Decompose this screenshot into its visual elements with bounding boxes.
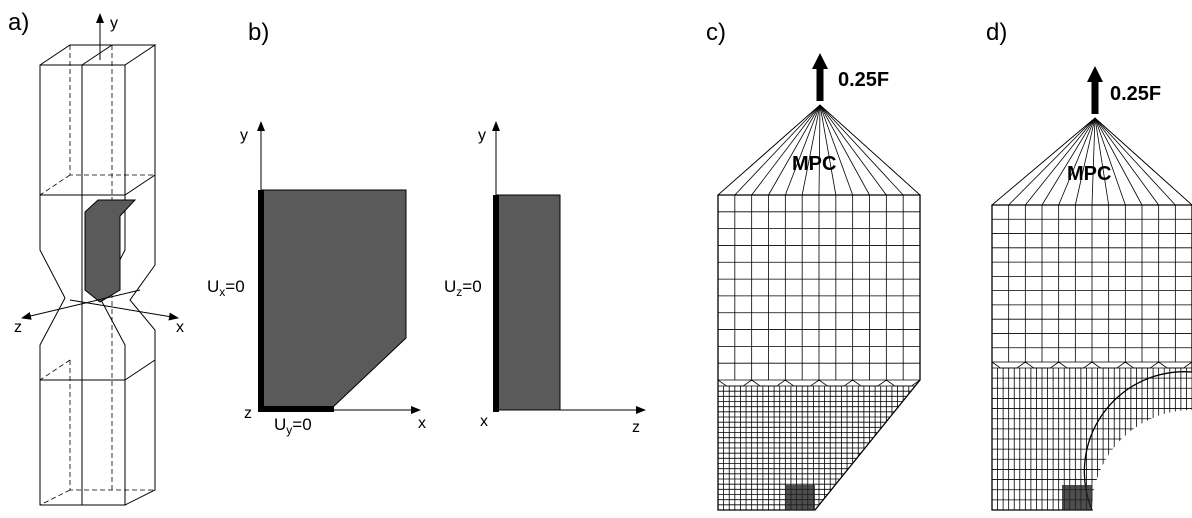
mesh-line [718,379,920,387]
mesh-line [818,104,821,196]
view-zy [492,121,646,414]
boundary-condition: Ux=0 [207,277,245,299]
mesh-line [768,104,821,196]
mesh-line [992,205,1192,510]
mesh-line [1062,485,1092,510]
mesh-line [819,104,837,196]
axis-label: x [418,415,426,432]
boundary-condition: Uy=0 [274,415,312,437]
mesh-line [751,104,821,196]
mesh-line [1094,117,1159,206]
mesh-line [1094,117,1126,206]
mesh-line [991,117,1192,206]
mesh-line [992,361,1192,369]
load-label: 0.25F [1110,83,1161,105]
view-xy [257,121,421,414]
mesh-line [717,194,921,511]
mesh-d [991,66,1192,511]
axis-label: y [240,127,248,144]
axis-label: z [632,419,640,436]
mesh-c [717,53,921,511]
mesh-line [819,104,887,196]
mesh-line [1094,117,1176,206]
panel-label: a) [8,9,29,36]
mesh-line [784,104,821,196]
mesh-line [717,104,921,196]
mesh-line [785,485,815,510]
mesh-line [819,104,904,196]
mesh-line [1087,66,1103,82]
mesh-line [1094,117,1110,206]
axis-label: x [480,413,488,430]
mesh-line [1091,117,1096,206]
mesh-line [812,53,828,69]
axis-label: z [14,319,22,336]
mesh-line [819,104,870,196]
mesh-line [1094,117,1143,206]
panel-label: d) [986,19,1007,46]
boundary-condition: Uz=0 [444,277,482,299]
axis-label: z [244,405,252,422]
specimen-3d [21,13,179,506]
axis-label: x [176,319,184,336]
mesh-line [1008,117,1096,206]
axis-label: y [110,15,118,32]
mesh-line [819,104,854,196]
mesh-line [1074,117,1096,206]
mesh-line [718,195,920,510]
mpc-label: MPC [1067,163,1111,185]
panel-label: c) [706,19,726,46]
mesh-line [734,104,821,196]
mesh-line [801,104,821,196]
load-label: 0.25F [838,69,889,91]
mesh-line [1041,117,1096,206]
mpc-label: MPC [792,153,836,175]
axis-label: y [478,127,486,144]
panel-label: b) [248,19,269,46]
mesh-line [1025,117,1096,206]
mesh-line [1058,117,1096,206]
